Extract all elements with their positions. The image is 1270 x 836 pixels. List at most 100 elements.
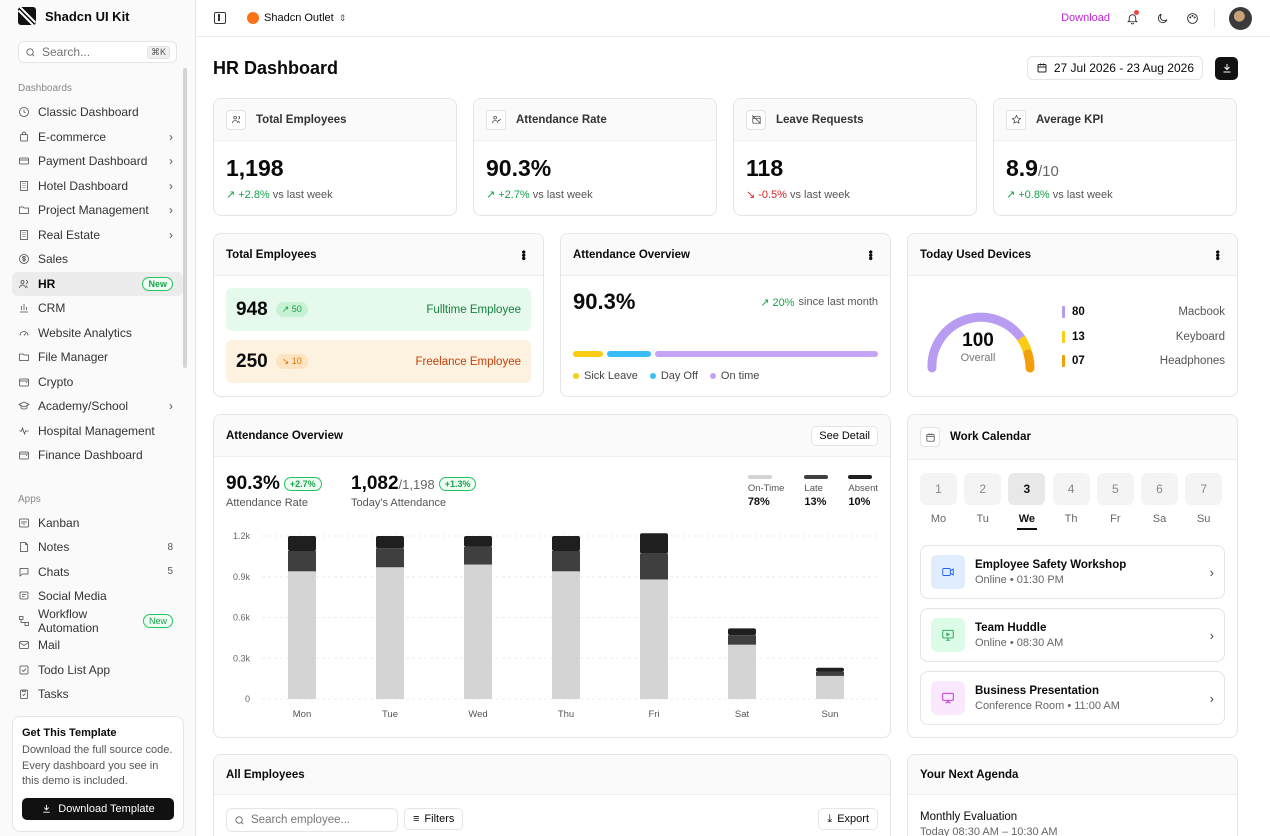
device-name: Macbook [1178,306,1225,319]
sidebar-item-e-commerce[interactable]: E-commerce › [12,125,183,150]
sidebar-item-crypto[interactable]: Crypto [12,370,183,395]
more-options-icon[interactable]: ••• [1211,249,1225,260]
kpi-delta: +2.8% [238,188,270,201]
outlet-switcher[interactable]: Shadcn Outlet ⇕ [247,12,346,24]
all-employees-title: All Employees [226,768,305,781]
bar-late-mon[interactable] [288,550,316,572]
sidebar-item-crm[interactable]: CRM [12,296,183,321]
sidebar-item-mail[interactable]: Mail [12,633,183,658]
bar-absent-sat[interactable] [728,628,756,636]
bell-icon[interactable] [1124,10,1140,26]
kpi-value: 8.9 [1006,155,1038,181]
date-range-picker[interactable]: 27 Jul 2026 - 23 Aug 2026 [1026,56,1203,80]
bar-absent-fri[interactable] [640,533,668,554]
sidebar-item-label: Chats [38,564,70,579]
palette-icon[interactable] [1184,10,1200,26]
download-template-button[interactable]: Download Template [22,797,174,820]
sidebar-item-project-management[interactable]: Project Management › [12,198,183,223]
sidebar-item-payment-dashboard[interactable]: Payment Dashboard › [12,149,183,174]
user-avatar[interactable] [1229,6,1252,30]
sidebar-item-hr[interactable]: HR New [12,271,183,296]
bar-late-fri[interactable] [640,553,668,580]
chevron-right-icon: › [1209,690,1214,706]
more-options-icon[interactable]: ••• [864,249,878,260]
employee-search-input[interactable]: Search employee... [226,808,398,832]
sidebar-item-hotel-dashboard[interactable]: Hotel Dashboard › [12,174,183,199]
sidebar-toggle-icon[interactable] [214,12,226,24]
calendar-day-7[interactable]: 7 [1185,473,1223,505]
calendar-event[interactable]: Team Huddle Online • 08:30 AM › [920,608,1225,662]
event-time: 11:00 AM [1074,699,1120,712]
bar-absent-thu[interactable] [552,536,580,551]
device-name: Keyboard [1175,330,1225,343]
agenda-item-title[interactable]: Monthly Evaluation [920,811,1018,823]
bar-absent-tue[interactable] [376,536,404,549]
sidebar-item-academy-school[interactable]: Academy/School › [12,394,183,419]
bar-late-sat[interactable] [728,635,756,645]
download-link[interactable]: Download [1061,12,1110,24]
calendar-off-icon [746,109,766,130]
kpi-card-average-kpi: Average KPI 8.9/10 ↗ +0.8% vs last week [993,98,1237,216]
export-button[interactable]: ⤓ Export [818,808,878,830]
filters-button[interactable]: ≡ Filters [404,808,464,830]
x-tick-label: Sat [735,709,750,720]
bar-on-time-mon[interactable] [288,571,316,699]
kpi-value: 90.3% [486,155,552,181]
search-input[interactable]: Search... ⌘K [18,41,177,63]
all-employees-card: All Employees Search employee... ≡ Filter… [213,754,891,836]
see-detail-button[interactable]: See Detail [811,425,878,446]
attendance-small-title: Attendance Overview [573,248,690,261]
bar-absent-wed[interactable] [464,536,492,547]
users-icon [18,278,30,290]
bar-late-tue[interactable] [376,548,404,568]
sidebar-item-label: Tasks [38,687,69,702]
sidebar-item-social-media[interactable]: Social Media [12,584,183,609]
bar-on-time-fri[interactable] [640,579,668,699]
sidebar-item-kanban[interactable]: Kanban [12,511,183,536]
bar-on-time-wed[interactable] [464,564,492,699]
kpi-delta-text: vs last week [789,188,850,201]
sidebar-item-file-manager[interactable]: File Manager [12,345,183,370]
bar-on-time-thu[interactable] [552,571,580,699]
sidebar-scrollbar[interactable] [183,68,187,368]
sidebar-item-workflow-automation[interactable]: Workflow Automation New [12,607,183,635]
calendar-event[interactable]: Employee Safety Workshop Online • 01:30 … [920,545,1225,599]
sidebar-item-todo-list-app[interactable]: Todo List App [12,658,183,683]
more-options-icon[interactable]: ••• [517,249,531,260]
download-button[interactable] [1215,56,1238,80]
sidebar-item-classic-dashboard[interactable]: Classic Dashboard [12,100,183,125]
calendar-event[interactable]: Business Presentation Conference Room • … [920,671,1225,725]
calendar-day-6[interactable]: 6 [1141,473,1178,505]
calendar-day-1[interactable]: 1 [920,473,957,505]
bar-late-sun[interactable] [816,671,844,676]
chart-legend-item: Late 13% [804,475,829,508]
page-title: HR Dashboard [213,57,339,78]
device-color-bar [1062,330,1065,343]
sidebar-item-website-analytics[interactable]: Website Analytics [12,321,183,346]
sidebar-item-chats[interactable]: Chats 5 [12,560,183,585]
bar-absent-sun[interactable] [816,667,844,672]
moon-icon[interactable] [1154,10,1170,26]
y-tick-label: 0.9k [233,572,251,582]
fulltime-count: 948 [236,298,268,320]
brand[interactable]: Shadcn UI Kit [0,0,195,32]
calendar-day-4[interactable]: 4 [1052,473,1090,505]
calendar-day-2[interactable]: 2 [964,473,1002,505]
sidebar-item-notes[interactable]: Notes 8 [12,535,183,560]
sidebar-item-real-estate[interactable]: Real Estate › [12,223,183,248]
sidebar-item-hospital-management[interactable]: Hospital Management [12,419,183,444]
work-calendar-card: Work Calendar 1 Mo 2 Tu 3 We 4 Th 5 Fr 6 Sa 7 Su Empl… [907,414,1238,738]
sidebar-item-sales[interactable]: Sales [12,247,183,272]
bar-late-thu[interactable] [552,550,580,572]
bar-on-time-sun[interactable] [816,675,844,699]
sidebar-item-finance-dashboard[interactable]: Finance Dashboard [12,443,183,468]
bar-absent-mon[interactable] [288,536,316,551]
bar-on-time-sat[interactable] [728,644,756,699]
calendar-day-5[interactable]: 5 [1096,473,1134,505]
bar-late-wed[interactable] [464,546,492,565]
calendar-day-3[interactable]: 3 [1008,473,1046,505]
clipboard-icon [18,688,30,700]
sidebar-item-tasks[interactable]: Tasks [12,682,183,707]
bar-on-time-tue[interactable] [376,567,404,699]
x-tick-label: Thu [558,709,574,720]
